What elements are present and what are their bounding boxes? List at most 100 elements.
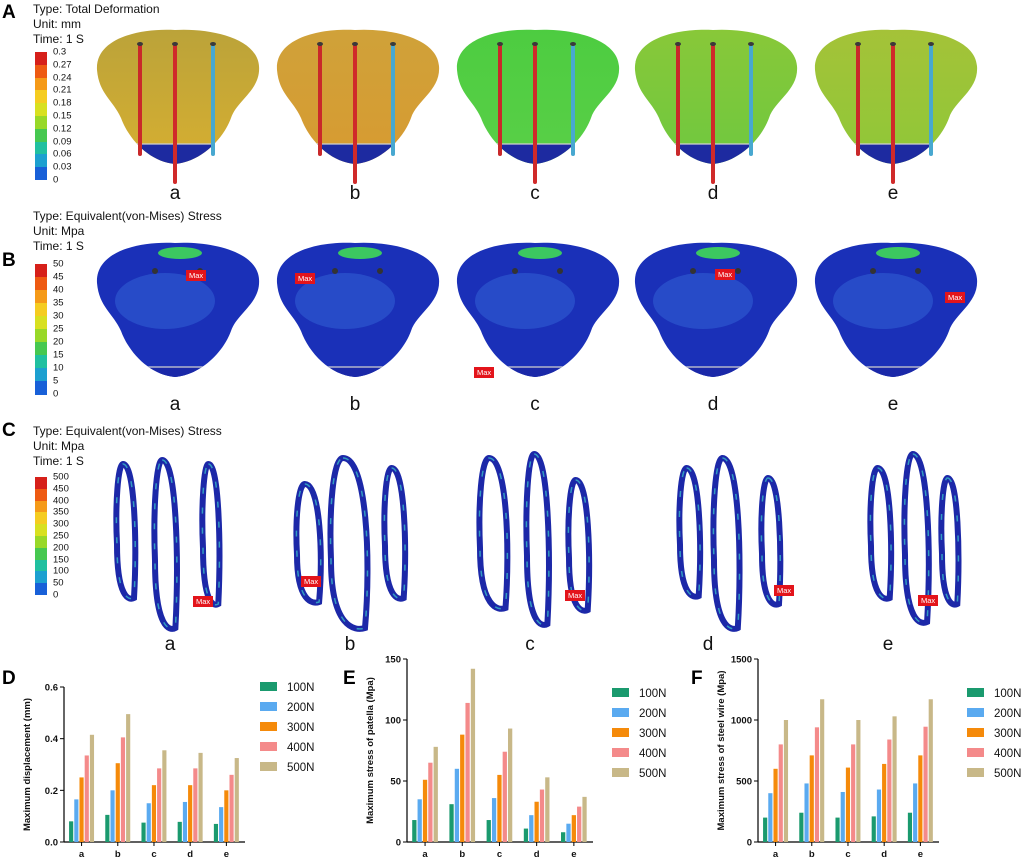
model-label: e	[882, 634, 894, 655]
max-stress-tag: Max	[186, 270, 207, 281]
y-tick-label: 150	[385, 655, 401, 666]
y-tick-label: 0	[747, 838, 752, 849]
patella-model	[96, 242, 260, 377]
bar-b-300N	[809, 755, 814, 842]
legend-tick-label: 20	[53, 336, 64, 348]
bar-a-400N	[84, 755, 89, 842]
x-tick-label: d	[881, 849, 887, 858]
legend-label: 100N	[287, 682, 315, 694]
panel-a-color-legend: 0.3 0.27 0.24 0.21 0.18 0.15 0.12 0.09 0.06 0.03 0	[35, 47, 75, 186]
bar-c-200N	[840, 791, 845, 842]
bar-e-200N	[219, 807, 224, 842]
x-tick-label: d	[534, 849, 540, 858]
model-label: c	[525, 634, 535, 655]
bar-d-400N	[887, 739, 892, 842]
bar-c-500N	[856, 720, 861, 842]
panel-letter-b: B	[2, 250, 16, 271]
model-label: b	[344, 634, 356, 655]
y-tick-label: 0.4	[45, 734, 59, 745]
y-tick-label: 1500	[731, 655, 752, 666]
x-tick-label: b	[115, 849, 121, 858]
legend-color-band	[35, 128, 47, 143]
bar-a-400N	[428, 762, 433, 842]
panel-c-svg	[113, 450, 962, 632]
model-label: e	[887, 183, 899, 204]
legend-swatch	[260, 702, 277, 711]
bar-a-500N	[89, 734, 95, 842]
steel-wire-loop	[938, 474, 962, 608]
panel-c-time: Time: 1 S	[33, 454, 84, 468]
legend-color-band	[35, 477, 47, 490]
bar-e-400N	[229, 774, 234, 842]
legend-swatch	[260, 762, 277, 771]
model-label: a	[164, 634, 176, 655]
legend-label: 400N	[287, 742, 315, 754]
legend-tick-label: 35	[53, 297, 64, 309]
legend-tick-label: 45	[53, 271, 64, 283]
patella-model	[634, 242, 798, 377]
panel-c-type: Type: Equivalent(von-Mises) Stress	[33, 424, 222, 438]
chart-d-max-displacement: 0.0 0.2 0.4 0.6 Maximum displacement (mm) a b c…	[22, 682, 315, 858]
panel-letter-a: A	[2, 2, 16, 23]
bar-a-500N	[783, 720, 789, 842]
x-tick-label: c	[151, 849, 156, 858]
legend-tick-label: 0.3	[53, 46, 67, 58]
panel-a-svg	[96, 29, 978, 184]
bar-c-300N	[497, 774, 502, 842]
model-label: c	[530, 394, 540, 415]
bar-d-400N	[193, 768, 198, 842]
bar-e-500N	[928, 699, 933, 842]
legend-swatch	[260, 722, 277, 731]
bar-e-300N	[571, 815, 576, 842]
model-label: a	[169, 394, 181, 415]
bar-d-200N	[182, 801, 188, 842]
legend-tick-label: 0	[53, 589, 59, 601]
legend-color-band	[35, 524, 47, 537]
legend-color-band	[35, 512, 47, 525]
legend-tick-label: 200	[53, 542, 69, 554]
legend-color-band	[35, 536, 47, 549]
legend-color-band	[35, 77, 47, 91]
legend-color-band	[35, 329, 47, 343]
legend-tick-label: 50	[53, 577, 64, 589]
legend-swatch	[967, 748, 984, 757]
panel-a-time: Time: 1 S	[33, 32, 84, 46]
legend-label: 300N	[639, 728, 667, 740]
bar-c-400N	[502, 751, 507, 842]
bar-e-500N	[582, 796, 587, 842]
panel-c-color-legend: 500 450 400 350 300 250 200 150 100 50 0	[35, 472, 75, 601]
bar-b-400N	[814, 727, 820, 842]
legend-color-band	[35, 90, 47, 104]
legend-color-band	[35, 368, 47, 382]
legend-swatch	[260, 742, 277, 751]
y-axis-label: Maximum stress of steel wire (Mpa)	[716, 671, 727, 831]
legend-swatch	[612, 708, 629, 717]
legend-swatch	[967, 708, 984, 717]
legend-color-band	[35, 355, 47, 369]
legend-swatch	[612, 748, 629, 757]
bar-e-200N	[913, 783, 918, 842]
legend-color-band	[35, 342, 47, 356]
legend-label: 300N	[994, 728, 1022, 740]
legend-tick-label: 0.15	[53, 110, 72, 122]
bar-e-100N	[213, 823, 219, 842]
steel-wire-loop	[523, 450, 552, 628]
legend-swatch	[967, 688, 984, 697]
steel-wire-loop	[710, 454, 743, 632]
y-axis-label: Maximum stress of patella (Mpa)	[365, 677, 376, 824]
max-stress-tag: Max	[301, 576, 322, 587]
bar-c-100N	[486, 820, 491, 842]
steel-wire-loop	[676, 464, 704, 600]
y-tick-label: 0.2	[45, 786, 58, 797]
panel-a-type: Type: Total Deformation	[33, 2, 160, 16]
panel-b-meta: Type: Equivalent(von-Mises) Stress Unit:…	[33, 209, 222, 254]
model-label: b	[349, 183, 361, 204]
bar-d-200N	[876, 789, 882, 842]
panel-letter-d: D	[2, 668, 16, 689]
steel-wire-loop	[476, 454, 511, 612]
legend-tick-label: 350	[53, 506, 69, 518]
model-label: d	[702, 634, 714, 655]
bar-e-400N	[577, 806, 582, 842]
bar-b-200N	[454, 768, 460, 842]
bar-c-400N	[157, 768, 162, 842]
